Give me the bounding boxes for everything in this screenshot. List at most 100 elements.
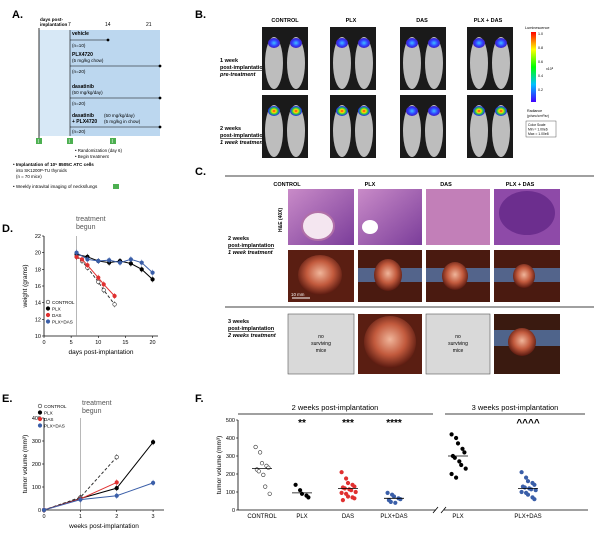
panel-label-f: F. <box>195 393 204 405</box>
mouse-body <box>425 37 443 89</box>
c-col-control: CONTROL <box>273 182 301 188</box>
d-annotation-1: treatment <box>76 216 106 223</box>
imaging-marker-label: I <box>112 139 113 145</box>
row2-label-3: 1 week treatment <box>220 140 266 146</box>
luminescence-signal <box>358 106 370 116</box>
y-tick-label: 0 <box>38 508 41 514</box>
data-point <box>96 275 101 280</box>
randomization-note: • Randomization (day 6) <box>75 148 122 153</box>
group-das-n: (n=20) <box>72 101 86 106</box>
mouse-body <box>470 37 488 89</box>
c-row2-label-2: post-implantation <box>228 243 275 249</box>
gross-tumor <box>298 255 342 295</box>
he-label: H&E (40X) <box>278 207 284 232</box>
luminescence-signal <box>336 106 348 116</box>
data-point <box>449 471 454 477</box>
x-tick-label: 1 <box>79 514 82 520</box>
data-point <box>114 480 119 485</box>
y-axis-label: tumor volume (mm³) <box>216 436 223 495</box>
data-point <box>460 446 465 451</box>
legend-marker <box>37 423 43 428</box>
data-point <box>454 475 459 480</box>
row1-label-1: 1 week <box>220 58 239 64</box>
y-tick-label: 200 <box>226 472 235 478</box>
legend-marker <box>45 312 51 318</box>
legend-marker <box>37 416 43 422</box>
x-group-label: PLX <box>452 514 463 520</box>
timeline-axis-title-1: days post- <box>40 17 63 22</box>
group-das-name: dasatinib <box>72 84 94 90</box>
y-tick-label: 100 <box>32 485 41 491</box>
tick-14: 14 <box>105 22 111 28</box>
data-point <box>253 444 258 450</box>
data-point <box>345 494 351 499</box>
legend-label: PLX+DAS <box>52 319 73 324</box>
data-point <box>139 260 144 265</box>
data-point <box>261 472 266 478</box>
data-point <box>78 497 83 502</box>
x-tick-label: 0 <box>42 340 45 346</box>
mouse-body <box>355 37 373 89</box>
group-plx-dose: (5 mg/kg chow) <box>72 58 104 63</box>
no-mice-text: no <box>318 334 324 340</box>
col-control: CONTROL <box>271 18 299 24</box>
data-point <box>532 497 537 502</box>
chart-d-weight: treatment begun 10 12 14 16 18 20 22 0 5 10 15 20 da… <box>22 216 158 356</box>
data-point <box>298 488 303 493</box>
data-point <box>150 277 155 282</box>
mouse-body <box>265 105 283 157</box>
data-point <box>150 480 156 485</box>
legend-label: DAS <box>44 417 53 422</box>
legend-label: CONTROL <box>44 404 67 409</box>
data-point <box>452 455 457 460</box>
no-mice-text: mice <box>316 348 327 354</box>
c-col-plx-das: PLX + DAS <box>506 182 535 188</box>
timeline-axis-title-2: implantation <box>40 22 68 27</box>
no-mice-box-das <box>425 313 491 375</box>
x-tick-label: 5 <box>70 340 73 346</box>
panel-label-a: A. <box>12 9 23 21</box>
mouse-body <box>287 105 305 157</box>
y-tick-label: 22 <box>35 234 41 240</box>
color-scale-tick: 1.0 <box>538 32 543 36</box>
panel-a: days post- implantation 7 14 21 vehicle … <box>13 17 162 189</box>
legend-label: PLX+DAS <box>44 423 65 428</box>
luminescence-signal <box>268 38 280 48</box>
data-point <box>293 482 298 487</box>
imaging-marker-label: I <box>69 139 70 145</box>
data-point <box>74 250 79 255</box>
luminescence-signal <box>358 38 370 48</box>
data-point <box>525 479 531 484</box>
x-axis-label: days post-implantation <box>68 349 133 356</box>
significance-marker: **** <box>386 418 402 429</box>
luminescence-signal <box>473 38 485 48</box>
color-scale-box-line: Min = 1.00e6 <box>528 128 548 132</box>
data-point <box>454 435 459 441</box>
panel-c: CONTROL PLX DAS PLX + DAS H&E (40X) 2 we… <box>225 175 594 375</box>
y-tick-label: 0 <box>232 508 235 514</box>
y-tick-label: 14 <box>35 301 41 307</box>
data-point <box>344 476 349 481</box>
panel-label-d: D. <box>2 223 13 235</box>
data-point <box>117 260 123 265</box>
data-point <box>114 455 119 460</box>
mouse-body <box>333 37 351 89</box>
color-scale-tick: 0.8 <box>538 46 543 50</box>
color-scale-unit: x10⁸ <box>546 67 554 71</box>
implantation-note-2: into SK1200P-TU thyroids <box>16 168 68 173</box>
he-image-das <box>426 189 490 245</box>
he-image-plx <box>358 189 422 245</box>
y-tick-label: 400 <box>226 436 235 442</box>
data-point <box>128 257 133 262</box>
c-row3-label-3: 2 weeks treatment <box>227 333 277 339</box>
color-scale-tick: 0.4 <box>538 74 543 78</box>
y-tick-label: 400 <box>32 416 41 422</box>
data-point <box>101 288 106 293</box>
x-group-label: CONTROL <box>247 514 277 520</box>
group-plx-end <box>158 64 162 68</box>
color-scale-bar <box>531 32 536 102</box>
luminescence-signal <box>406 38 418 48</box>
color-scale-box-line: Max = 1.00e8 <box>528 132 549 136</box>
data-point <box>349 488 354 493</box>
